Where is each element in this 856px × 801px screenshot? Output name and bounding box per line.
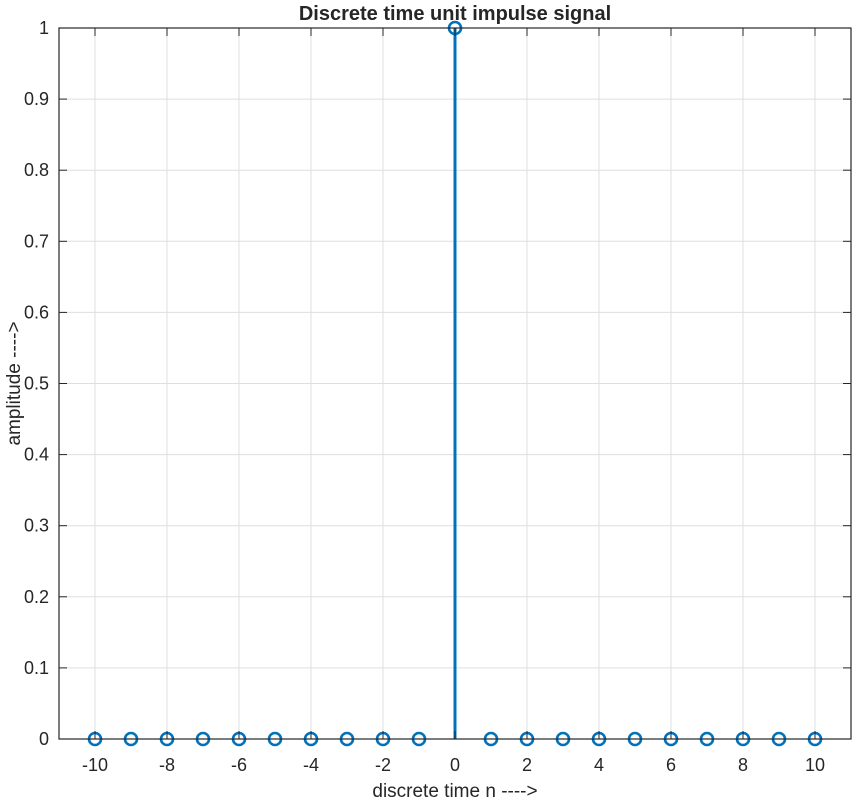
y-axis-label: amplitude ---->	[4, 321, 25, 445]
y-tick-label: 1	[39, 18, 49, 38]
tick-labels: -10 -8 -6 -4 -2 0 2 4 6 8 10 0 0.1 0.2 0.3 0.4 0.5 0.6 0.7…	[24, 18, 825, 775]
x-axis-label: discrete time n ---->	[372, 781, 537, 801]
x-tick-label: 4	[594, 755, 604, 775]
y-tick-label: 0.4	[24, 445, 49, 465]
x-tick-label: -6	[231, 755, 247, 775]
y-tick-label: 0.8	[24, 160, 49, 180]
x-tick-label: -2	[375, 755, 391, 775]
x-tick-label: 6	[666, 755, 676, 775]
axis-ticks	[59, 27, 851, 740]
x-tick-label: -8	[159, 755, 175, 775]
y-tick-label: 0.2	[24, 587, 49, 607]
y-tick-label: 0.7	[24, 231, 49, 251]
x-tick-label: 10	[805, 755, 825, 775]
x-tick-label: -10	[82, 755, 108, 775]
y-tick-label: 0.9	[24, 89, 49, 109]
y-tick-label: 0	[39, 729, 49, 749]
y-tick-label: 0.5	[24, 374, 49, 394]
y-tick-label: 0.6	[24, 302, 49, 322]
chart-title: Discrete time unit impulse signal	[299, 3, 611, 25]
x-tick-label: 2	[522, 755, 532, 775]
y-tick-label: 0.3	[24, 516, 49, 536]
x-tick-label: 0	[450, 755, 460, 775]
y-tick-label: 0.1	[24, 658, 49, 678]
x-tick-label: -4	[303, 755, 319, 775]
x-tick-label: 8	[738, 755, 748, 775]
